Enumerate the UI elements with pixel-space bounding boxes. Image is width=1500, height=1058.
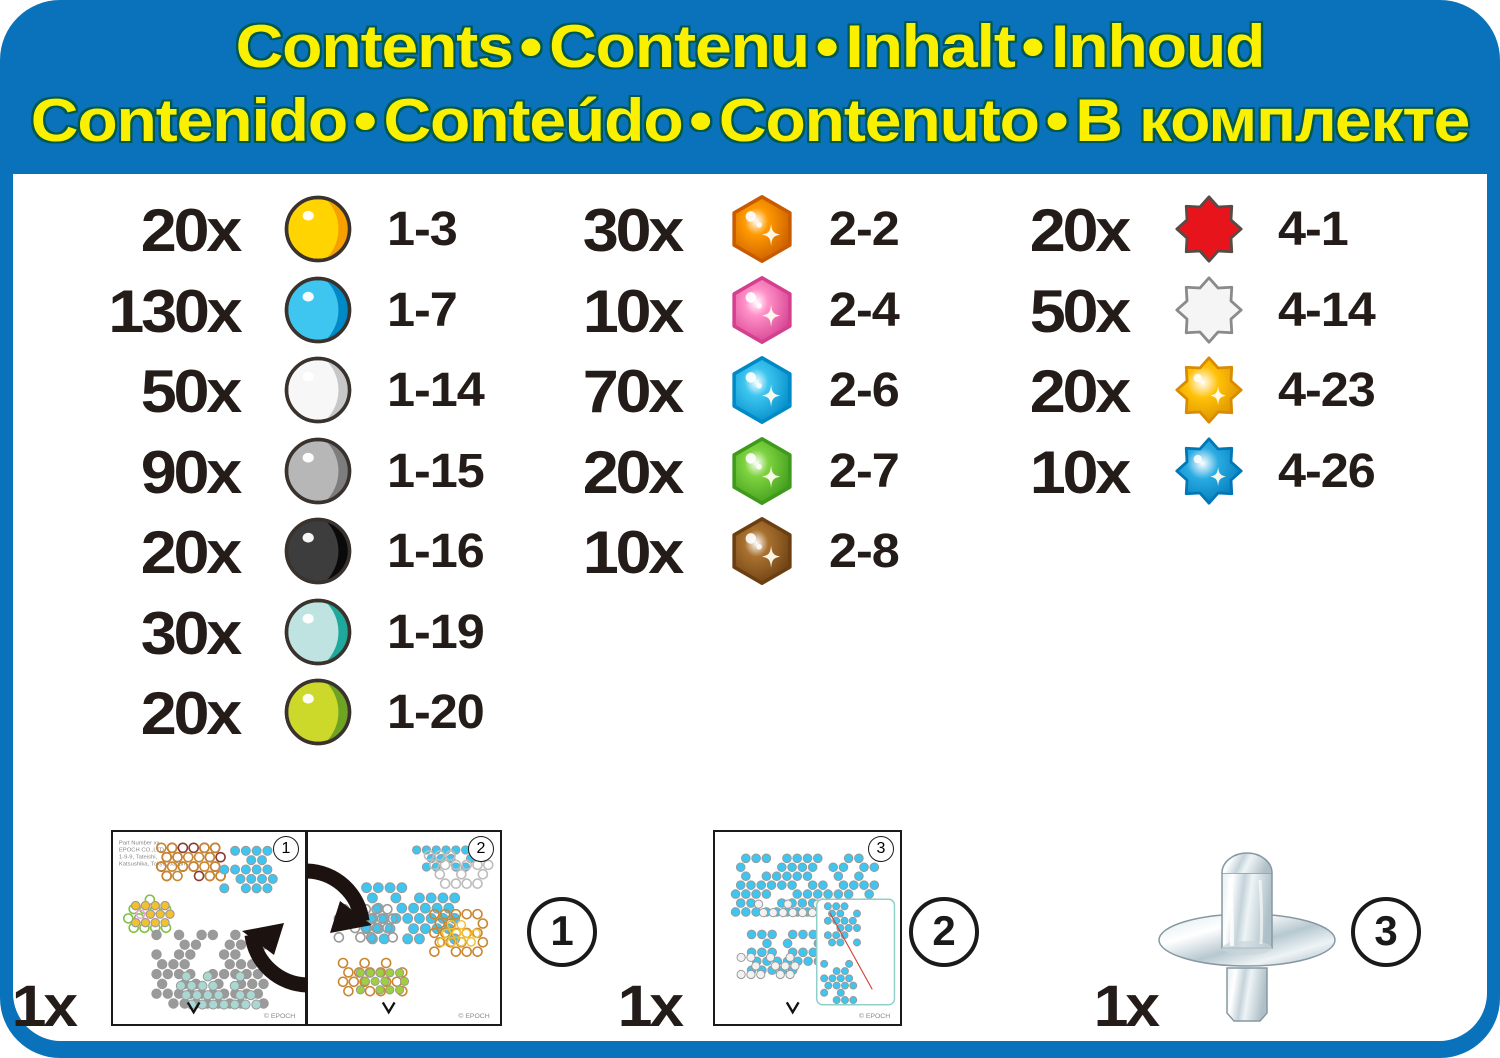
svg-text:1-9-9, Tateishi,: 1-9-9, Tateishi, [119,854,158,860]
svg-text:Part Number xx: Part Number xx [119,841,160,847]
svg-text:© EPOCH: © EPOCH [458,1012,489,1020]
svg-text:© EPOCH: © EPOCH [859,1012,890,1020]
svg-text:© EPOCH: © EPOCH [264,1012,295,1020]
svg-text:EPOCH CO.,LTD.: EPOCH CO.,LTD. [119,848,166,854]
